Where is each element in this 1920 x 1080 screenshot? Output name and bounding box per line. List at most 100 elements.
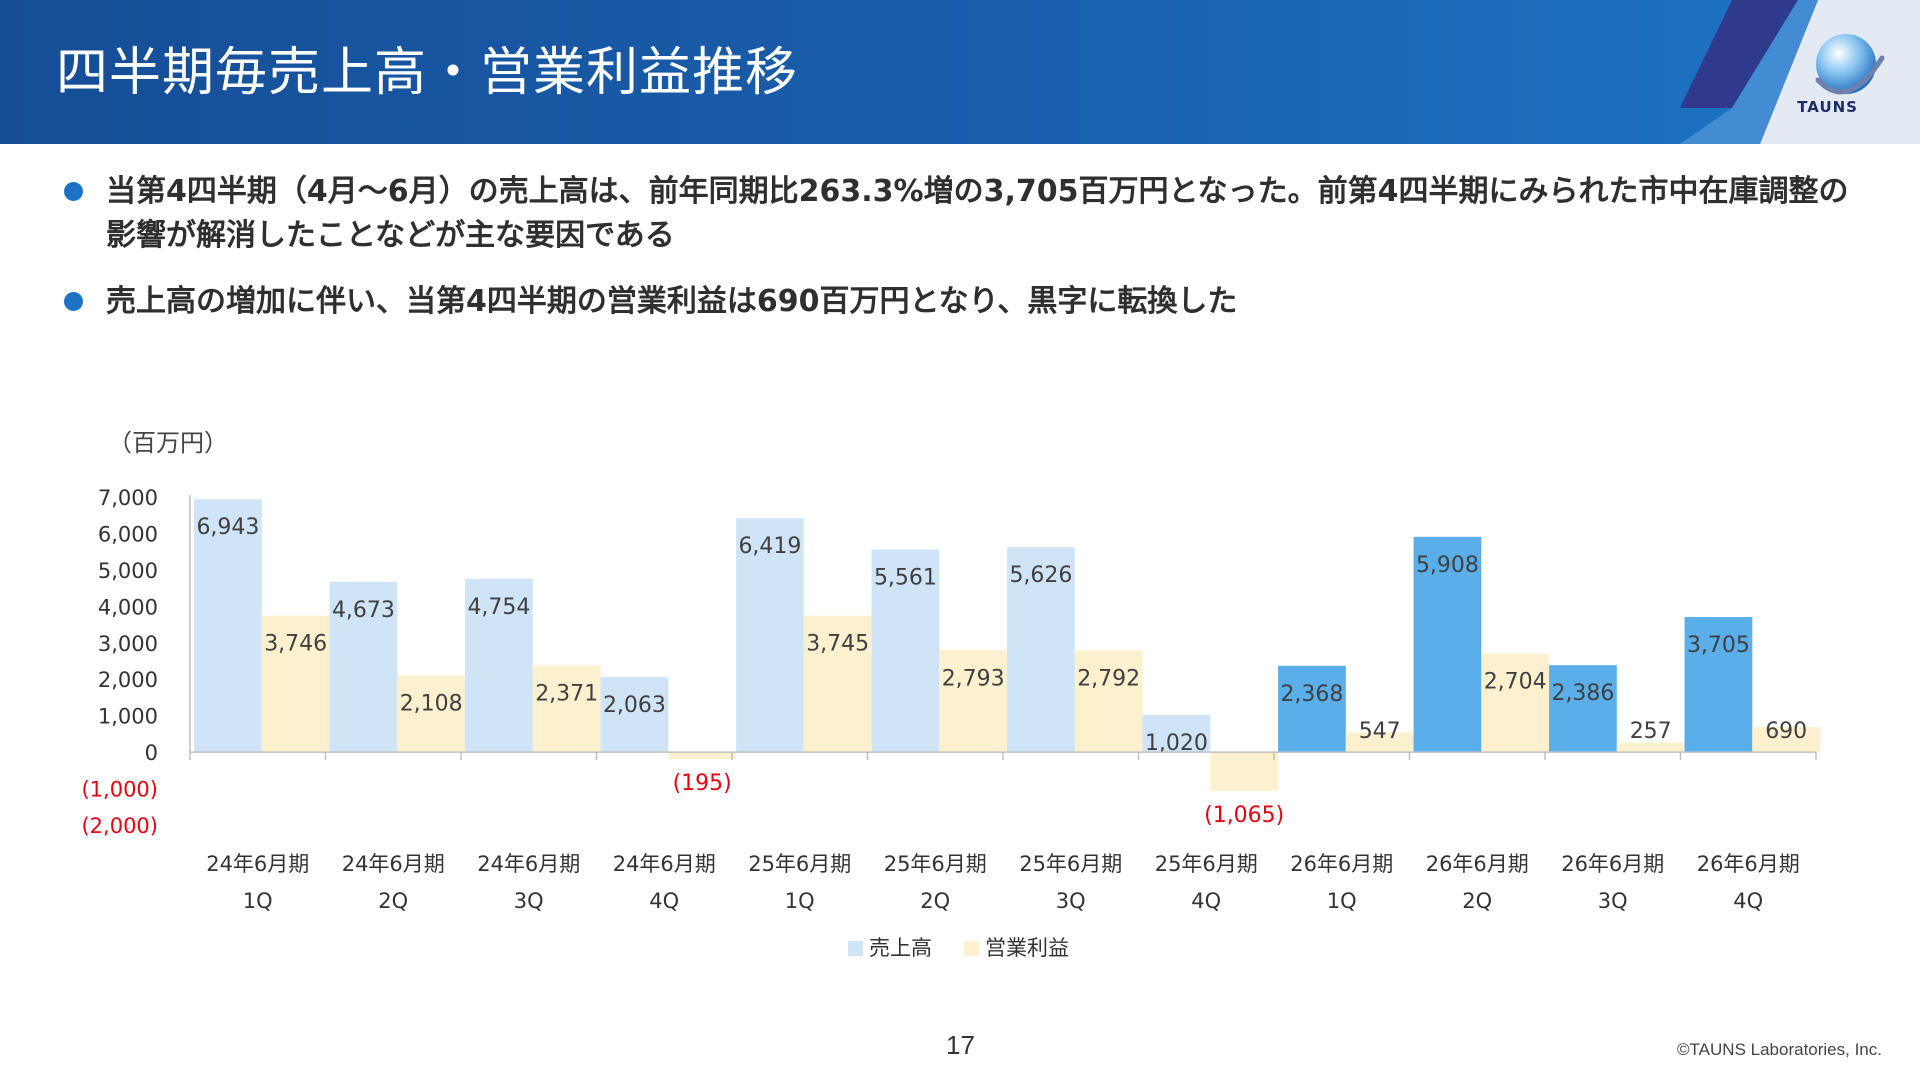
- legend-label-profit: 営業利益: [985, 936, 1069, 960]
- profit-bar: [1752, 726, 1821, 753]
- profit-value-label: 3,746: [264, 632, 327, 657]
- sales-bar: [1413, 536, 1482, 753]
- profit-value-label: 2,371: [535, 682, 598, 707]
- sales-bar: [1684, 617, 1753, 753]
- legend-swatch-sales: [848, 941, 863, 956]
- sales-bar: [1278, 665, 1346, 753]
- x-quarter-label: 2Q: [378, 889, 408, 913]
- title-bar: 四半期毎売上高・営業利益推移 TAUNS: [0, 0, 1920, 144]
- sales-bar: [194, 499, 262, 753]
- profit-bar: [668, 752, 737, 760]
- profit-bar: [1074, 650, 1143, 753]
- y-tick-label: 5,000: [98, 559, 158, 583]
- profit-bar: [532, 665, 601, 753]
- x-quarter-label: 2Q: [1462, 889, 1492, 913]
- profit-value-label: 257: [1630, 719, 1672, 744]
- sales-value-label: 6,943: [196, 515, 259, 540]
- bullet-dot: [64, 182, 83, 201]
- sales-bar: [1007, 547, 1075, 753]
- x-category-label: 26年6月期: [1561, 852, 1664, 876]
- x-quarter-label: 3Q: [514, 889, 544, 913]
- x-category-label: 25年6月期: [1155, 852, 1258, 876]
- sales-value-label: 2,386: [1551, 681, 1614, 706]
- bullet-text: 売上高の増加に伴い、当第4四半期の営業利益は690百万円となり、黒字に転換した: [106, 284, 1238, 319]
- sales-bar: [871, 549, 940, 753]
- y-tick-label: 4,000: [98, 595, 158, 619]
- x-category-label: 26年6月期: [1426, 852, 1529, 876]
- sales-bar: [465, 578, 533, 753]
- y-tick-label: (1,000): [81, 778, 158, 802]
- y-tick-label: 0: [145, 741, 158, 765]
- profit-bar: [1481, 653, 1550, 753]
- x-category-label: 24年6月期: [206, 852, 309, 876]
- sales-value-label: 5,908: [1416, 553, 1479, 578]
- bullet-item: 売上高の増加に伴い、当第4四半期の営業利益は690百万円となり、黒字に転換した: [64, 280, 1864, 324]
- summary-bullets: 当第4四半期（4月～6月）の売上高は、前年同期比263.3%増の3,705百万円…: [64, 170, 1864, 346]
- x-category-label: 25年6月期: [1019, 852, 1122, 876]
- sales-value-label: 6,419: [738, 534, 801, 559]
- x-category-label: 24年6月期: [477, 852, 580, 876]
- profit-bar: [803, 615, 872, 753]
- sales-bar: [1142, 714, 1211, 753]
- profit-value-label: 690: [1765, 719, 1807, 744]
- profit-value-label: 2,793: [942, 666, 1005, 691]
- x-quarter-label: 4Q: [649, 889, 679, 913]
- profit-bar: [1616, 742, 1685, 753]
- x-category-label: 24年6月期: [613, 852, 716, 876]
- profit-value-label: 2,108: [400, 691, 463, 716]
- bullet-dot: [64, 292, 83, 311]
- profit-bar: [397, 675, 466, 753]
- logo-area: TAUNS: [1560, 0, 1920, 144]
- x-category-label: 26年6月期: [1290, 852, 1393, 876]
- y-tick-label: 7,000: [98, 486, 158, 510]
- y-tick-label: 6,000: [98, 522, 158, 546]
- x-category-label: 25年6月期: [748, 852, 851, 876]
- x-quarter-label: 3Q: [1056, 889, 1086, 913]
- quarterly-chart: （百万円） 7,000 6,000 5,000 4,000 3,000 2,000 1,000…: [81, 429, 1821, 960]
- profit-bar: [261, 615, 330, 753]
- page-title: 四半期毎売上高・営業利益推移: [56, 43, 799, 103]
- page-number: 17: [946, 1030, 975, 1060]
- profit-value-label: 547: [1359, 719, 1401, 744]
- x-quarter-label: 2Q: [920, 889, 950, 913]
- logo-text: TAUNS: [1797, 98, 1858, 116]
- copyright: ©TAUNS Laboratories, Inc.: [1677, 1040, 1882, 1059]
- x-quarter-label: 4Q: [1733, 889, 1763, 913]
- sales-value-label: 5,626: [1009, 563, 1072, 588]
- sales-value-label: 2,063: [603, 693, 666, 718]
- legend-label-sales: 売上高: [869, 936, 932, 960]
- unit-label: （百万円）: [108, 429, 228, 457]
- profit-value-label: 3,745: [806, 632, 869, 657]
- sales-bar: [329, 581, 398, 753]
- sales-bar: [1549, 665, 1617, 753]
- x-quarter-label: 3Q: [1598, 889, 1628, 913]
- sales-bar: [600, 676, 669, 753]
- x-category-label: 25年6月期: [884, 852, 987, 876]
- y-tick-label: 3,000: [98, 632, 158, 656]
- sales-value-label: 3,705: [1687, 633, 1750, 658]
- logo-globe-icon: [1815, 34, 1885, 95]
- x-quarter-label: 4Q: [1191, 889, 1221, 913]
- sales-value-label: 4,673: [332, 598, 395, 623]
- profit-value-label: (1,065): [1204, 803, 1284, 828]
- sales-value-label: 2,368: [1280, 682, 1343, 707]
- sales-value-label: 5,561: [874, 565, 937, 590]
- profit-value-label: (195): [673, 771, 732, 796]
- y-tick-label: 1,000: [98, 705, 158, 729]
- x-category-label: 26年6月期: [1697, 852, 1800, 876]
- bullet-text: 当第4四半期（4月～6月）の売上高は、前年同期比263.3%増の3,705百万円…: [106, 174, 1849, 253]
- bullet-item: 当第4四半期（4月～6月）の売上高は、前年同期比263.3%増の3,705百万円…: [64, 170, 1864, 258]
- sales-value-label: 4,754: [467, 595, 530, 620]
- profit-value-label: 2,792: [1077, 666, 1140, 691]
- x-quarter-label: 1Q: [785, 889, 815, 913]
- y-tick-label: 2,000: [98, 668, 158, 692]
- profit-bar: [1210, 752, 1279, 791]
- x-category-label: 24年6月期: [342, 852, 445, 876]
- profit-bar: [939, 650, 1008, 753]
- x-quarter-label: 1Q: [1327, 889, 1357, 913]
- y-tick-label: (2,000): [81, 814, 158, 838]
- sales-bar: [736, 518, 804, 753]
- legend-swatch-profit: [964, 941, 979, 956]
- x-quarter-label: 1Q: [243, 889, 273, 913]
- profit-bar: [1345, 732, 1414, 753]
